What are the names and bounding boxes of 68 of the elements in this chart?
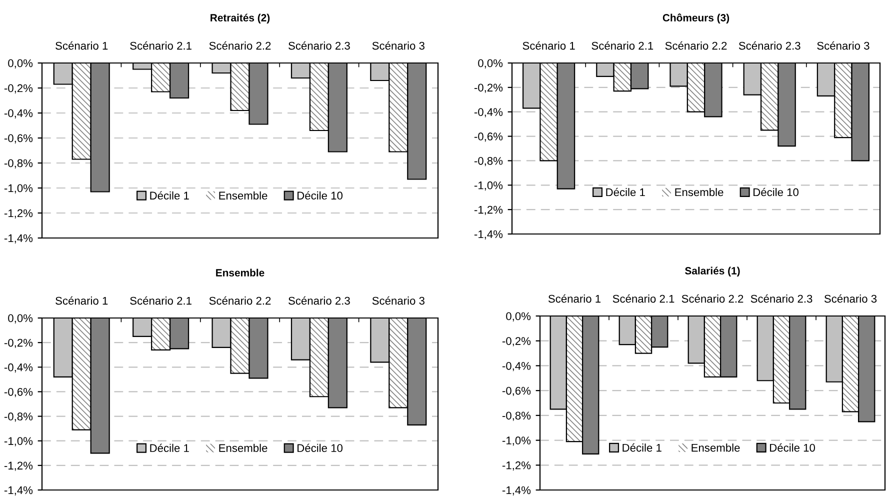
y-tick-label: -0,8%	[4, 159, 33, 168]
chart-title: Ensemble	[216, 268, 264, 276]
chart-title: Retraités (2)	[210, 14, 270, 24]
x-tick-label: Scénario 2.1	[592, 41, 654, 50]
x-tick-label: Scénario 1	[548, 294, 601, 303]
y-tick-label: -0,8%	[4, 412, 33, 422]
x-tick-label: Scénario 1	[522, 41, 575, 50]
y-tick-label: -1,2%	[474, 206, 503, 216]
y-tick-label: -0,2%	[474, 84, 503, 93]
legend-label: Ensemble	[692, 444, 740, 452]
legend-label: Décile 1	[622, 443, 662, 452]
x-tick-label: Scénario 1	[56, 41, 108, 50]
x-tick-label: Scénario 1	[56, 296, 108, 305]
y-tick-label: -1,0%	[474, 181, 503, 191]
y-tick-label: -0,2%	[4, 84, 33, 94]
y-tick-label: -1,2%	[502, 461, 531, 471]
y-tick-label: -1,0%	[502, 436, 531, 446]
legend-label: Décile 1	[150, 444, 189, 452]
legend-label: Ensemble	[219, 191, 268, 200]
legend-label: Décile 10	[298, 191, 342, 200]
legend-label: Décile 10	[754, 188, 798, 196]
y-tick-label: -0,6%	[4, 388, 33, 398]
x-tick-label: Scénario 2.2	[682, 294, 744, 303]
legend-label: Décile 10	[770, 443, 815, 452]
y-tick-label: -0,6%	[4, 134, 33, 144]
x-tick-label: Scénario 3	[372, 41, 424, 50]
x-tick-label: Scénario 2.1	[612, 294, 674, 303]
x-tick-label: Scénario 3	[372, 296, 424, 305]
y-tick-label: 0,0%	[506, 312, 531, 322]
y-tick-label: 0,0%	[8, 59, 33, 68]
x-tick-label: Scénario 2.2	[665, 41, 727, 50]
y-tick-label: -0,2%	[4, 338, 33, 348]
chart-title: Chômeurs (3)	[662, 14, 730, 24]
y-tick-label: -0,4%	[4, 363, 33, 373]
x-tick-label: Scénario 2.3	[738, 41, 800, 50]
y-tick-label: -0,4%	[474, 108, 503, 118]
x-tick-label: Scénario 2.1	[130, 41, 192, 50]
y-tick-label: -0,6%	[474, 132, 503, 142]
x-tick-label: Scénario 3	[817, 41, 870, 50]
y-tick-label: -0,4%	[502, 362, 531, 372]
chart-title: Salariés (1)	[685, 266, 740, 276]
x-tick-label: Scénario 3	[824, 294, 877, 303]
y-tick-label: -1,4%	[4, 486, 33, 496]
y-tick-label: -1,2%	[4, 462, 33, 471]
x-tick-label: Scénario 2.2	[209, 41, 271, 50]
y-tick-label: 0,0%	[478, 59, 503, 68]
y-tick-label: -1,4%	[502, 486, 531, 496]
y-tick-label: -1,4%	[474, 230, 503, 240]
y-tick-label: -0,2%	[502, 337, 531, 346]
y-tick-label: -0,6%	[502, 386, 531, 396]
y-tick-label: -0,4%	[4, 109, 33, 118]
x-tick-label: Scénario 2.3	[750, 294, 812, 303]
y-tick-label: -1,0%	[4, 437, 33, 446]
x-tick-label: Scénario 2.3	[288, 296, 350, 305]
x-tick-label: Scénario 2.2	[209, 296, 271, 305]
y-tick-label: -1,4%	[4, 234, 33, 244]
y-tick-label: -1,2%	[4, 209, 33, 218]
y-tick-label: -0,8%	[474, 156, 503, 166]
legend-label: Ensemble	[675, 188, 724, 196]
y-tick-label: 0,0%	[8, 314, 33, 324]
legend-label: Décile 1	[150, 191, 189, 200]
x-tick-label: Scénario 2.3	[288, 41, 350, 50]
legend-label: Décile 10	[298, 444, 342, 452]
y-tick-label: -1,0%	[4, 184, 33, 194]
y-tick-label: -0,8%	[502, 412, 531, 421]
legend-label: Décile 1	[606, 188, 645, 196]
x-tick-label: Scénario 2.1	[130, 296, 192, 305]
legend-label: Ensemble	[219, 444, 268, 452]
